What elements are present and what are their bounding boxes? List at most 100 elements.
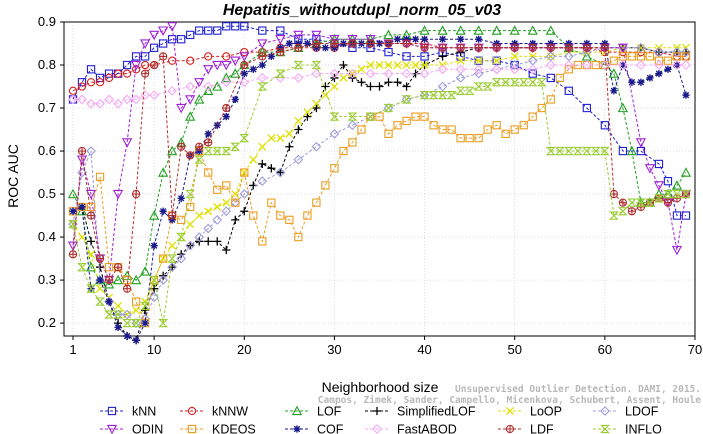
data-point-kdeos	[86, 202, 96, 212]
data-point-fastabod	[311, 68, 322, 79]
legend-label: KDEOS	[212, 423, 256, 434]
data-point-inflo	[572, 146, 583, 156]
data-point-fastabod	[618, 60, 628, 70]
data-point-knn	[663, 177, 673, 186]
x-tick-label: 70	[688, 342, 702, 357]
y-axis-label: ROC AUC	[5, 144, 21, 208]
data-point-odin	[167, 22, 178, 32]
data-point-inflo	[329, 112, 340, 121]
data-point-loop	[420, 60, 429, 70]
data-point-fastabod	[365, 68, 376, 79]
data-point-knn	[240, 22, 249, 31]
data-point-ldf	[104, 275, 114, 285]
legend-entry-cof: COF	[285, 423, 344, 434]
data-point-loop	[267, 134, 276, 143]
data-point-kdeos	[303, 211, 312, 220]
data-point-fastabod	[68, 94, 78, 105]
legend-label: kNN	[132, 405, 156, 419]
data-point-kdeos	[213, 185, 222, 194]
data-point-kdeos	[456, 133, 465, 143]
data-point-cof	[231, 95, 239, 104]
data-point-ldof	[212, 214, 223, 225]
data-point-cof	[105, 297, 113, 306]
data-point-kdeos	[294, 232, 303, 242]
data-point-odin	[121, 138, 133, 148]
data-point-odin	[617, 43, 629, 54]
data-point-loop	[330, 82, 339, 91]
data-point-kdeos	[357, 125, 366, 134]
data-point-cof	[439, 35, 447, 43]
data-point-odin	[239, 52, 250, 62]
legend-marker	[107, 406, 117, 416]
data-point-odin	[275, 35, 286, 45]
data-point-lof	[608, 68, 619, 78]
data-point-fastabod	[509, 64, 520, 75]
legend-entry-lof: LOF	[285, 405, 342, 419]
data-point-odin	[221, 60, 232, 71]
data-point-fastabod	[203, 81, 214, 92]
data-point-cof	[69, 207, 77, 215]
data-point-knn	[618, 146, 628, 156]
data-point-inflo	[131, 318, 142, 328]
data-point-knn	[168, 35, 177, 44]
y-tick-label: 0.4	[38, 229, 56, 244]
data-point-odin	[158, 26, 169, 36]
data-point-simplifiedlof	[393, 78, 402, 87]
x-tick-label: 60	[598, 342, 612, 357]
data-point-ldf	[330, 39, 339, 48]
data-point-lof	[203, 85, 214, 95]
data-point-inflo	[86, 284, 96, 293]
data-point-cof	[457, 35, 465, 43]
data-point-ldf	[474, 43, 483, 52]
data-point-fastabod	[491, 64, 502, 75]
data-point-ldf	[204, 138, 213, 147]
data-point-odin	[203, 65, 214, 75]
legend-entry-kdeos: KDEOS	[180, 423, 256, 434]
data-point-knn	[546, 73, 555, 83]
data-point-inflo	[104, 310, 114, 319]
data-point-ldof	[194, 232, 205, 242]
legend-marker	[600, 424, 610, 434]
data-point-loop	[77, 233, 87, 242]
data-point-ldf	[582, 43, 591, 52]
data-point-ldof	[185, 240, 196, 251]
series-line-inflo	[72, 64, 686, 324]
data-point-cof	[204, 130, 212, 138]
data-point-cof	[249, 65, 257, 73]
data-point-fastabod	[149, 90, 160, 101]
data-point-cof	[682, 91, 690, 99]
legend-marker	[291, 405, 303, 416]
data-point-knn	[222, 22, 231, 31]
data-point-kdeos	[618, 52, 628, 61]
legend-entry-loop: LoOP	[498, 405, 562, 419]
x-tick-label: 30	[327, 342, 341, 357]
data-point-kdeos	[131, 297, 141, 306]
data-point-lof	[671, 180, 683, 190]
data-point-cof	[583, 39, 591, 48]
data-point-loop	[312, 99, 321, 108]
data-point-inflo	[293, 60, 304, 70]
data-point-knnw	[113, 69, 123, 78]
data-point-inflo	[473, 82, 484, 91]
data-point-cof	[303, 39, 311, 48]
data-point-inflo	[654, 194, 664, 203]
y-axis-ticks: 0.2 0.3 0.4 0.5 0.6 0.7 0.8 0.9	[38, 14, 64, 330]
y-tick-label: 0.5	[38, 186, 56, 201]
data-point-simplifiedlof	[240, 207, 249, 216]
data-point-loop	[393, 60, 402, 70]
data-point-ldf	[140, 69, 150, 78]
data-point-inflo	[230, 142, 241, 151]
data-point-knn	[582, 103, 591, 113]
data-point-kdeos	[339, 146, 348, 156]
data-point-ldf	[177, 142, 186, 151]
data-point-lof	[221, 72, 232, 83]
data-point-cof	[664, 65, 672, 73]
data-point-inflo	[419, 90, 430, 100]
data-point-cof	[78, 203, 86, 211]
data-point-kdeos	[285, 215, 294, 225]
data-point-fastabod	[347, 68, 358, 79]
data-point-cof	[168, 216, 176, 224]
data-point-kdeos	[330, 164, 339, 173]
y-tick-label: 0.8	[38, 57, 56, 72]
data-point-lof	[212, 81, 223, 91]
